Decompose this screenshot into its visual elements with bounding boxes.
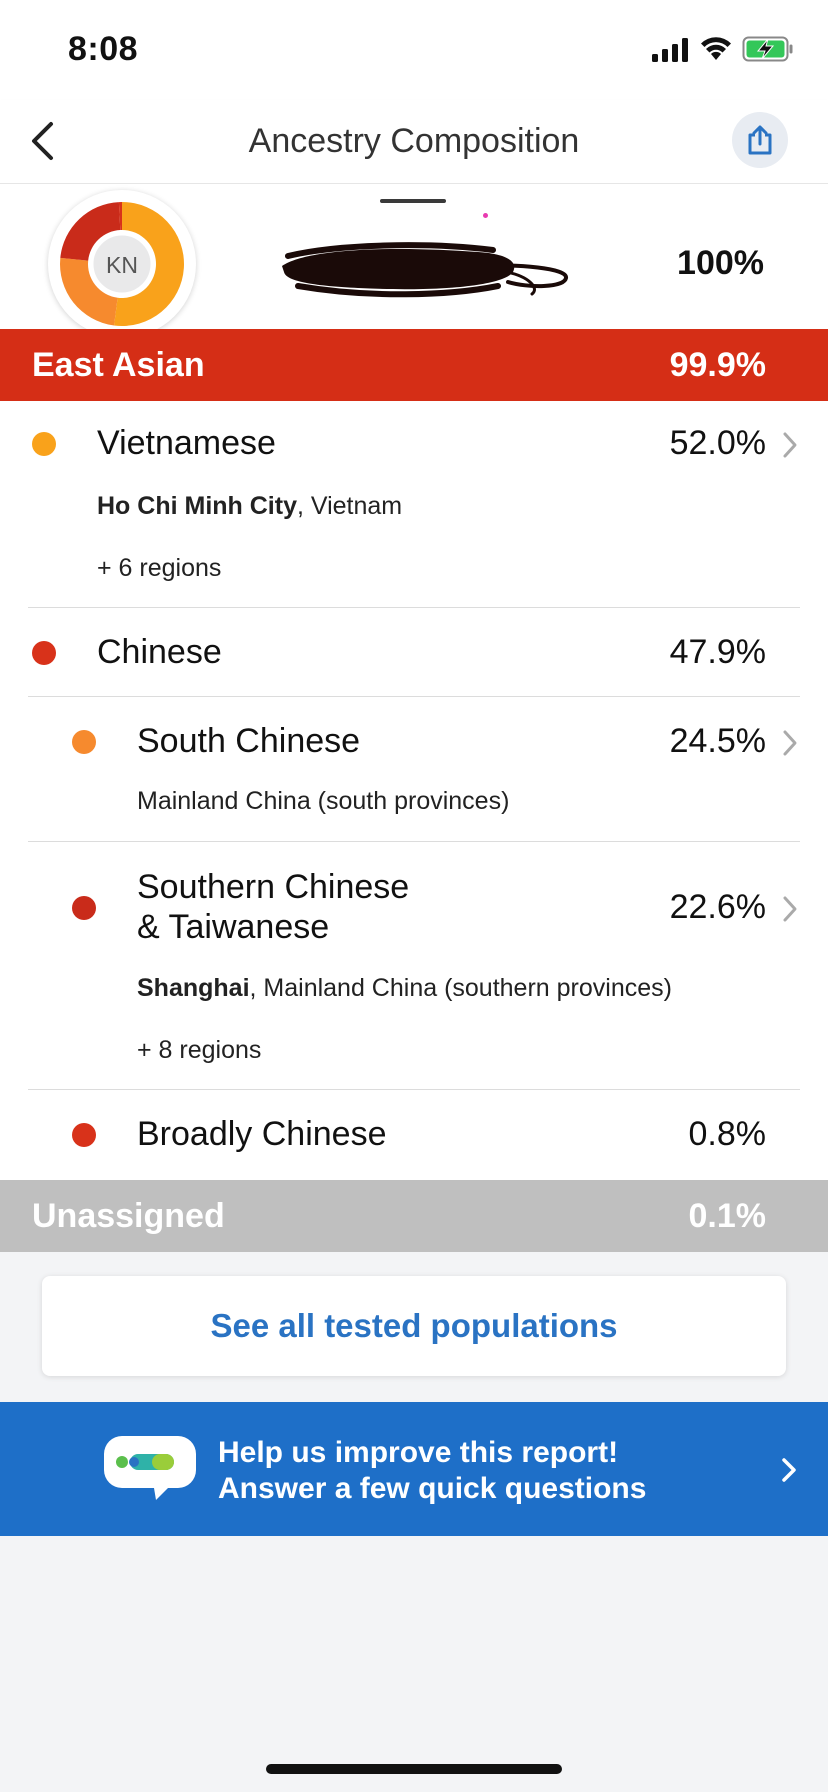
donut-segment-1 xyxy=(59,257,118,326)
population-label: South Chinese xyxy=(137,722,361,760)
region-rest: , Mainland China (southern provinces) xyxy=(249,974,672,1002)
region-city: Ho Chi Minh City xyxy=(97,492,297,520)
status-bar xyxy=(0,0,828,100)
population-percent: 47.9% xyxy=(669,633,766,671)
see-all-populations-label: See all tested populations xyxy=(210,1307,618,1344)
back-chevron-icon xyxy=(32,122,53,160)
share-icon xyxy=(748,125,772,155)
population-row-southern-chinese-taiwanese[interactable]: Southern Chinese & Taiwanese 22.6% Shang… xyxy=(0,842,828,1088)
band-label: East Asian xyxy=(32,345,205,384)
survey-title: Help us improve this report! xyxy=(218,1436,619,1469)
page-title: Ancestry Composition xyxy=(248,122,580,160)
population-label-line1: Southern Chinese xyxy=(137,868,410,906)
see-all-populations-button[interactable]: See all tested populations xyxy=(42,1276,786,1376)
legend-dot xyxy=(32,641,56,665)
population-region: Ho Chi Minh City, Vietnam xyxy=(97,492,402,521)
share-button[interactable] xyxy=(732,112,788,168)
divider xyxy=(28,841,800,842)
population-row-south-chinese[interactable]: South Chinese 24.5% Mainland China (sout… xyxy=(0,697,828,841)
legend-dot xyxy=(72,730,96,754)
chevron-right-icon xyxy=(783,432,797,458)
band-percent: 99.9% xyxy=(669,345,766,384)
avatar: KN xyxy=(48,190,196,338)
nav-bar xyxy=(0,100,828,184)
legend-dot xyxy=(72,896,96,920)
band-label: Unassigned xyxy=(32,1196,225,1235)
home-indicator xyxy=(266,1764,562,1774)
survey-subtitle: Answer a few quick questions xyxy=(218,1472,647,1505)
total-percent: 100% xyxy=(677,244,764,282)
avatar-initials: KN xyxy=(106,252,138,278)
population-percent: 22.6% xyxy=(669,888,766,926)
wifi-icon xyxy=(701,37,731,60)
population-region: Mainland China (south provinces) xyxy=(137,787,510,815)
drag-handle[interactable] xyxy=(380,199,446,203)
population-label-line2: & Taiwanese xyxy=(137,908,330,946)
signal-icon xyxy=(652,38,688,62)
more-regions: + 6 regions xyxy=(97,554,222,582)
population-row-broadly-chinese: Broadly Chinese 0.8% xyxy=(0,1090,828,1180)
population-percent: 24.5% xyxy=(669,722,766,760)
battery-charging-icon xyxy=(742,36,793,62)
population-label: Broadly Chinese xyxy=(137,1115,387,1153)
decorative-dot xyxy=(483,213,488,218)
divider xyxy=(28,696,800,697)
ancestry-donut-chart: KN xyxy=(59,202,184,326)
population-percent: 52.0% xyxy=(669,424,766,462)
population-label: Vietnamese xyxy=(97,424,276,462)
category-band-east-asian: East Asian 99.9% xyxy=(0,329,828,401)
population-percent: 0.8% xyxy=(688,1115,767,1153)
speech-bubble-icon xyxy=(104,1436,196,1500)
population-region: Shanghai, Mainland China (southern provi… xyxy=(137,974,672,1003)
donut-segment-2 xyxy=(60,202,121,261)
divider xyxy=(28,607,800,608)
back-button[interactable] xyxy=(22,118,62,164)
legend-dot xyxy=(32,432,56,456)
category-band-unassigned: Unassigned 0.1% xyxy=(0,1180,828,1252)
region-rest: , Vietnam xyxy=(296,492,403,520)
region-city: Shanghai xyxy=(137,974,250,1002)
status-time: 8:08 xyxy=(68,30,139,68)
divider xyxy=(28,1089,800,1090)
redacted-name-scribble xyxy=(282,242,568,298)
chevron-right-icon xyxy=(782,1458,796,1482)
legend-dot xyxy=(72,1123,96,1147)
chevron-right-icon xyxy=(783,730,797,756)
population-label: Chinese xyxy=(97,633,222,671)
population-row-chinese: Chinese 47.9% xyxy=(0,608,828,696)
more-regions: + 8 regions xyxy=(137,1036,262,1064)
band-percent: 0.1% xyxy=(688,1196,767,1235)
population-row-vietnamese[interactable]: Vietnamese 52.0% Ho Chi Minh City, Vietn… xyxy=(0,404,828,606)
donut-segment-0 xyxy=(114,202,184,326)
chevron-right-icon xyxy=(783,896,797,922)
donut-segment-3 xyxy=(118,202,122,231)
